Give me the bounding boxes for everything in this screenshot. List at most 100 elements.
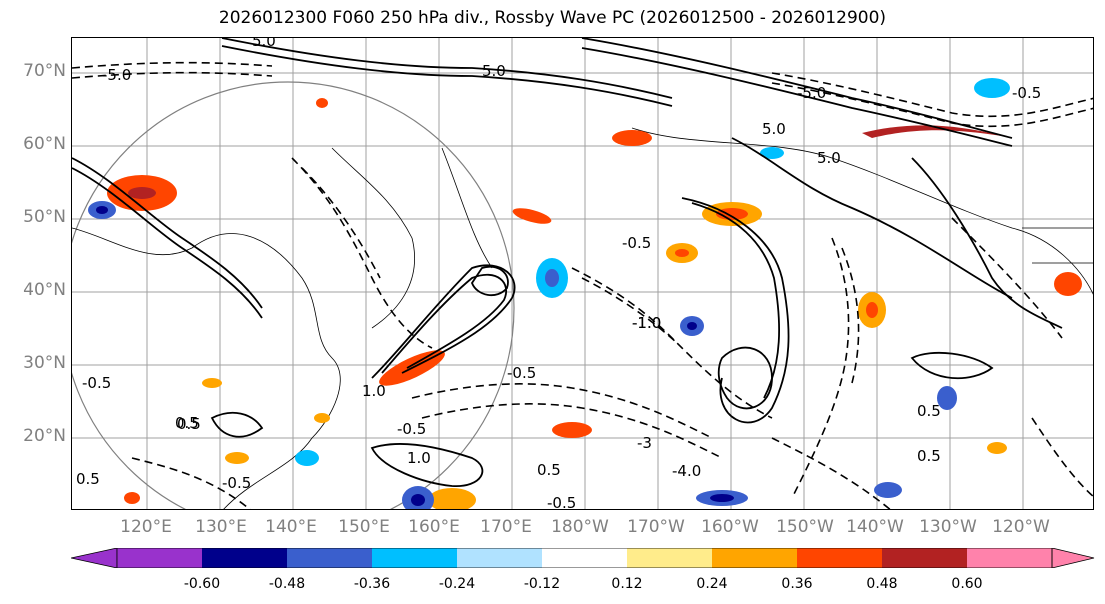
- colorbar-tick-label: -0.24: [438, 576, 476, 592]
- colorbar-overflow-triangle: [1051, 547, 1095, 569]
- lon-label-120e: 120°E: [120, 517, 172, 537]
- lon-label-140e: 140°E: [265, 517, 317, 537]
- colorbar-tick-label: 0.36: [781, 576, 813, 592]
- contour-label: 0.5: [917, 402, 941, 420]
- shade-positive: [202, 378, 222, 388]
- colorbar-tick-label: -0.12: [523, 576, 561, 592]
- shade-strong-negative: [687, 322, 697, 330]
- contour-label: -0.5: [222, 474, 251, 492]
- shade-negative: [974, 78, 1010, 98]
- colorbar-segment: [967, 548, 1052, 568]
- shade-negative: [295, 450, 319, 466]
- map-panel: 5.0 5.0 5.0 -5.0 -5.0 5.0 1.0 -1.0 -0.5 …: [71, 37, 1094, 510]
- graticule: [72, 38, 1093, 509]
- lon-label-130w: 130°W: [919, 517, 977, 537]
- shade-strong-negative: [411, 494, 425, 506]
- shade-positive: [987, 442, 1007, 454]
- lat-label-20n: 20°N: [23, 426, 66, 446]
- shade-positive: [552, 422, 592, 438]
- lat-label-50n: 50°N: [23, 207, 66, 227]
- colorbar-segment: [457, 548, 542, 568]
- shade-strong-positive: [862, 125, 1012, 138]
- shade-positive: [316, 98, 328, 108]
- shade-negative: [760, 147, 784, 159]
- colorbar-segment: [117, 548, 202, 568]
- contour-label: 5.0: [482, 62, 506, 80]
- colorbar-segment: [797, 548, 882, 568]
- contour-label: 5.0: [817, 149, 841, 167]
- shade-positive: [866, 302, 878, 318]
- colorbar-tick-label: 0.48: [866, 576, 898, 592]
- rossby-wave-circle: [72, 81, 515, 509]
- contour-label: 0.5: [177, 415, 201, 433]
- contour-label: 1.0: [362, 382, 386, 400]
- colorbar: [70, 547, 1095, 572]
- contour-label: -1.0: [632, 314, 661, 332]
- lat-label-60n: 60°N: [23, 134, 66, 154]
- contour-label: 0.5: [76, 470, 100, 488]
- shade-negative: [874, 482, 902, 498]
- colorbar-tick-label: -0.48: [268, 576, 306, 592]
- colorbar-underflow-triangle: [70, 547, 118, 569]
- contour-label: -0.5: [547, 494, 576, 510]
- contour-labels: 5.0 5.0 5.0 -5.0 -5.0 5.0 1.0 -1.0 -0.5 …: [76, 38, 1041, 510]
- contour-label: -0.5: [507, 364, 536, 382]
- shade-positive: [512, 208, 552, 224]
- shade-negative: [937, 386, 957, 410]
- lon-label-130e: 130°E: [195, 517, 247, 537]
- shade-positive: [314, 413, 330, 423]
- lat-label-30n: 30°N: [23, 353, 66, 373]
- colorbar-tick-label: 0.24: [696, 576, 728, 592]
- shade-strong-negative: [96, 206, 108, 214]
- shade-strong-negative: [710, 494, 734, 502]
- shade-positive: [225, 452, 249, 464]
- contour-label: 0.5: [537, 461, 561, 479]
- shade-positive: [1054, 272, 1082, 296]
- contour-label: -0.5: [1012, 84, 1041, 102]
- shade-positive: [612, 130, 652, 146]
- colorbar-segment: [712, 548, 797, 568]
- contour-label: -0.5: [622, 234, 651, 252]
- shade-positive: [124, 492, 140, 504]
- contour-label: -1.0: [632, 314, 661, 332]
- lon-label-160e: 160°E: [408, 517, 460, 537]
- map-svg: 5.0 5.0 5.0 -5.0 -5.0 5.0 1.0 -1.0 -0.5 …: [72, 38, 1093, 510]
- colorbar-tick-label: -0.60: [183, 576, 221, 592]
- solid-contours: [72, 38, 1063, 487]
- colorbar-segment: [287, 548, 372, 568]
- contour-label: 5.0: [252, 38, 276, 50]
- contour-label: -5.0: [797, 84, 826, 102]
- lon-label-140w: 140°W: [846, 517, 904, 537]
- colorbar-tick-label: 0.60: [951, 576, 983, 592]
- colorbar-segment: [372, 548, 457, 568]
- lon-label-160w: 160°W: [701, 517, 759, 537]
- colorbar-segment: [542, 548, 627, 568]
- contour-label: 1.0: [407, 449, 431, 467]
- contour-label: 5.0: [762, 120, 786, 138]
- shade-strong-positive: [128, 187, 156, 199]
- colorbar-segment: [627, 548, 712, 568]
- contour-label: -0.5: [82, 374, 111, 392]
- lon-label-170e: 170°E: [480, 517, 532, 537]
- shade-positive: [428, 488, 476, 509]
- lon-label-180w: 180°W: [551, 517, 609, 537]
- contour-label: -4.0: [672, 462, 701, 480]
- map-title: 2026012300 F060 250 hPa div., Rossby Wav…: [218, 8, 887, 28]
- contour-label: 0.5: [175, 414, 199, 432]
- contour-label: 0.5: [917, 447, 941, 465]
- colorbar-segment: [202, 548, 287, 568]
- contour-label: -3: [637, 434, 652, 452]
- lat-label-40n: 40°N: [23, 280, 66, 300]
- colorbar-tick-label: -0.36: [353, 576, 391, 592]
- coastlines: [72, 127, 1093, 509]
- shade-negative: [545, 269, 559, 287]
- lon-label-120w: 120°W: [992, 517, 1050, 537]
- shade-positive: [675, 249, 689, 257]
- dashed-contours: [72, 61, 1093, 509]
- colorbar-segment: [882, 548, 967, 568]
- contour-label: -0.5: [397, 420, 426, 438]
- contour-label: -5.0: [102, 66, 131, 84]
- lon-label-150e: 150°E: [338, 517, 390, 537]
- lon-label-170w: 170°W: [627, 517, 685, 537]
- colorbar-svg: [70, 547, 1095, 569]
